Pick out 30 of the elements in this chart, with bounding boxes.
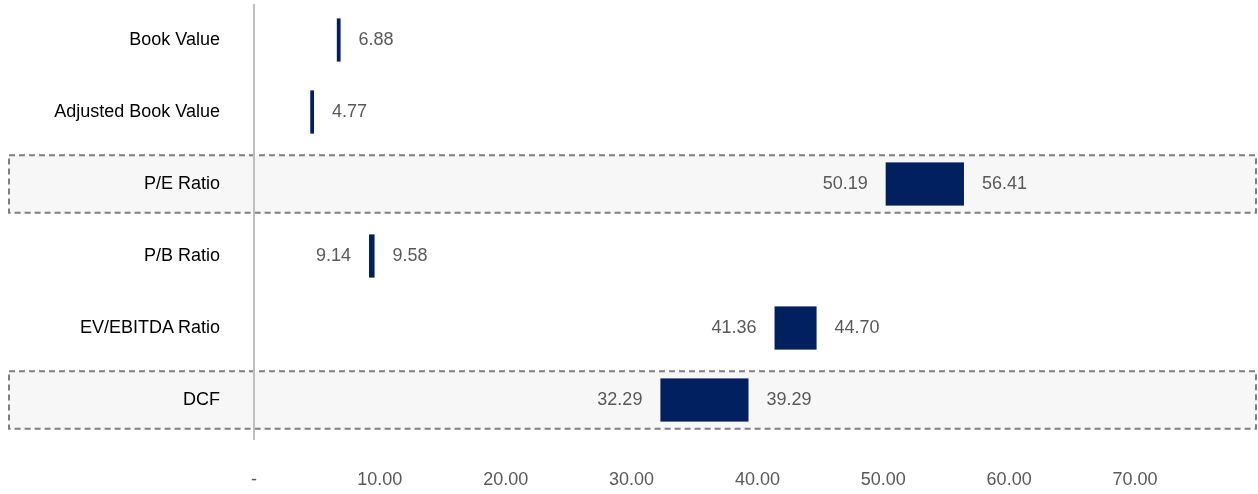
y-tick-label: Book Value [129,28,220,49]
annotation: 32.29 [597,388,643,409]
bar [885,162,964,206]
x-tick-label: 70.00 [1112,468,1158,489]
x-tick-label: 40.00 [734,468,780,489]
x-tick-label: 20.00 [483,468,529,489]
y-tick-label: EV/EBITDA Ratio [79,316,220,337]
y-tick-label: DCF [183,388,220,409]
x-tick-label: 30.00 [609,468,655,489]
annotation: 9.14 [315,244,352,265]
bar [369,234,375,278]
y-tick-label: P/E Ratio [143,172,220,193]
data-label: 39.29 [766,388,812,409]
x-tick-label: 50.00 [860,468,906,489]
bar [310,90,315,134]
bar [660,378,749,422]
data-label: 6.88 [358,28,394,49]
data-label: 44.70 [834,316,880,337]
bar [336,18,341,62]
annotation: 41.36 [711,316,757,337]
data-label: 9.58 [392,244,428,265]
y-tick-label: P/B Ratio [143,244,220,265]
x-tick-label: - [251,468,257,489]
bar [774,306,817,350]
data-label: 56.41 [981,172,1028,193]
x-tick-label: 60.00 [986,468,1032,489]
data-label: 4.77 [332,100,368,121]
y-tick-label: Adjusted Book Value [54,100,220,121]
annotation: 50.19 [822,172,868,193]
x-tick-label: 10.00 [357,468,403,489]
